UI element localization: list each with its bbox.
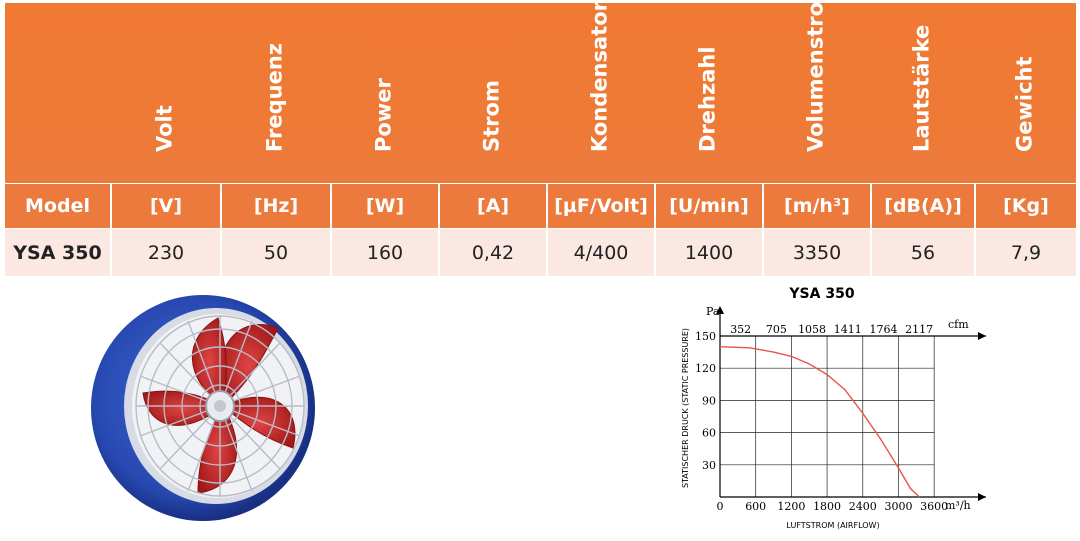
y-tick-label: 60	[702, 427, 716, 440]
header-label-frequenz: Frequenz	[262, 43, 287, 152]
value-cell-drehzahl: 1400	[654, 229, 762, 276]
x-unit-label: m³/h	[945, 499, 971, 512]
top-tick-label: 352	[730, 323, 751, 336]
unit-cell-volt: [V]	[110, 184, 220, 228]
x-tick-label: 1800	[813, 500, 841, 513]
unit-cell-volumenstrom: [m/h³]	[762, 184, 870, 228]
header-label-volumenstrom: Volumenstrom	[803, 0, 828, 152]
y-tick-label: 150	[695, 330, 716, 343]
y-axis-title: STATISCHER DRUCK (STATIC PRESSURE)	[681, 328, 690, 488]
model-header-cell: Model	[5, 184, 110, 228]
table-row: YSA 350 230 50 160 0,42 4/400 1400 3350 56 7,9	[5, 229, 1076, 276]
y-axis-arrow	[716, 306, 724, 314]
chart-title: YSA 350	[788, 286, 854, 302]
x-axis-title: LUFTSTROM (AIRFLOW)	[786, 521, 879, 530]
header-cell-frequenz: Frequenz	[220, 3, 330, 183]
value-cell-volt: 230	[110, 229, 220, 276]
header-cell-strom: Strom	[438, 3, 546, 183]
y-unit-label: Pa	[706, 305, 720, 318]
model-name: YSA 350	[13, 241, 102, 264]
header-label-kondensator: Kondensator	[587, 1, 612, 152]
value-cell-gewicht: 7,9	[974, 229, 1076, 276]
performance-chart: YSA 350 Pa cfm m³/h STATISCHER DRUCK (ST…	[681, 286, 986, 530]
top-tick-label: 705	[766, 323, 787, 336]
top-tick-label: 1764	[869, 323, 897, 336]
value-cell-frequenz: 50	[220, 229, 330, 276]
top-axis-arrow	[978, 332, 986, 340]
header-label-gewicht: Gewicht	[1012, 56, 1037, 152]
header-label-volt: Volt	[152, 105, 177, 152]
header-cell-lautstaerke: Lautstärke	[870, 3, 974, 183]
top-tick-label: 2117	[905, 323, 933, 336]
header-label-strom: Strom	[479, 80, 504, 152]
value-cell-strom: 0,42	[438, 229, 546, 276]
header-label-drehzahl: Drehzahl	[695, 46, 720, 152]
header-cell-volt: Volt	[110, 3, 220, 183]
table-header-band	[5, 3, 1076, 183]
top-tick-label: 1411	[834, 323, 862, 336]
value-cell-power: 160	[330, 229, 438, 276]
header-cell-gewicht: Gewicht	[974, 3, 1076, 183]
x-axis-arrow	[978, 493, 986, 501]
header-label-lautstaerke: Lautstärke	[909, 24, 934, 152]
y-tick-label: 30	[702, 459, 716, 472]
fan-product-image	[91, 295, 315, 521]
x-tick-label: 600	[745, 500, 766, 513]
x-tick-label: 2400	[849, 500, 877, 513]
pressure-curve	[719, 346, 920, 498]
model-cell: YSA 350	[5, 229, 110, 276]
chart-axes	[716, 306, 986, 501]
unit-cell-gewicht: [Kg]	[974, 184, 1076, 228]
x-tick-label: 0	[717, 500, 724, 513]
header-cell-kondensator: Kondensator	[546, 1, 654, 183]
y-tick-label: 120	[695, 362, 716, 375]
x-tick-label: 1200	[777, 500, 805, 513]
value-cell-volumenstrom: 3350	[762, 229, 870, 276]
top-tick-label: 1058	[798, 323, 826, 336]
unit-cell-lautstaerke: [dB(A)]	[870, 184, 974, 228]
header-label-power: Power	[371, 78, 396, 152]
unit-cell-kondensator: [µF/Volt]	[546, 184, 654, 228]
unit-cell-drehzahl: [U/min]	[654, 184, 762, 228]
units-row: Model [V] [Hz] [W] [A] [µF/Volt] [U/min] [m/h³…	[5, 184, 1076, 228]
unit-cell-frequenz: [Hz]	[220, 184, 330, 228]
value-cell-kondensator: 4/400	[546, 229, 654, 276]
value-cell-lautstaerke: 56	[870, 229, 974, 276]
fan-hub-center	[214, 400, 226, 412]
unit-cell-strom: [A]	[438, 184, 546, 228]
top-axis-unit: cfm	[948, 318, 969, 331]
header-cell-power: Power	[330, 3, 438, 183]
unit-cell-power: [W]	[330, 184, 438, 228]
header-cell-drehzahl: Drehzahl	[654, 3, 762, 183]
x-tick-label: 3000	[884, 500, 912, 513]
header-cell-volumenstrom: Volumenstrom	[762, 0, 870, 183]
model-label: Model	[25, 195, 90, 217]
x-tick-label: 3600	[920, 500, 948, 513]
y-tick-label: 90	[702, 394, 716, 407]
chart-ticks: 0 600 1200 1800 2400 3000 3600 30 60 90 120 150 352 7…	[695, 323, 948, 513]
